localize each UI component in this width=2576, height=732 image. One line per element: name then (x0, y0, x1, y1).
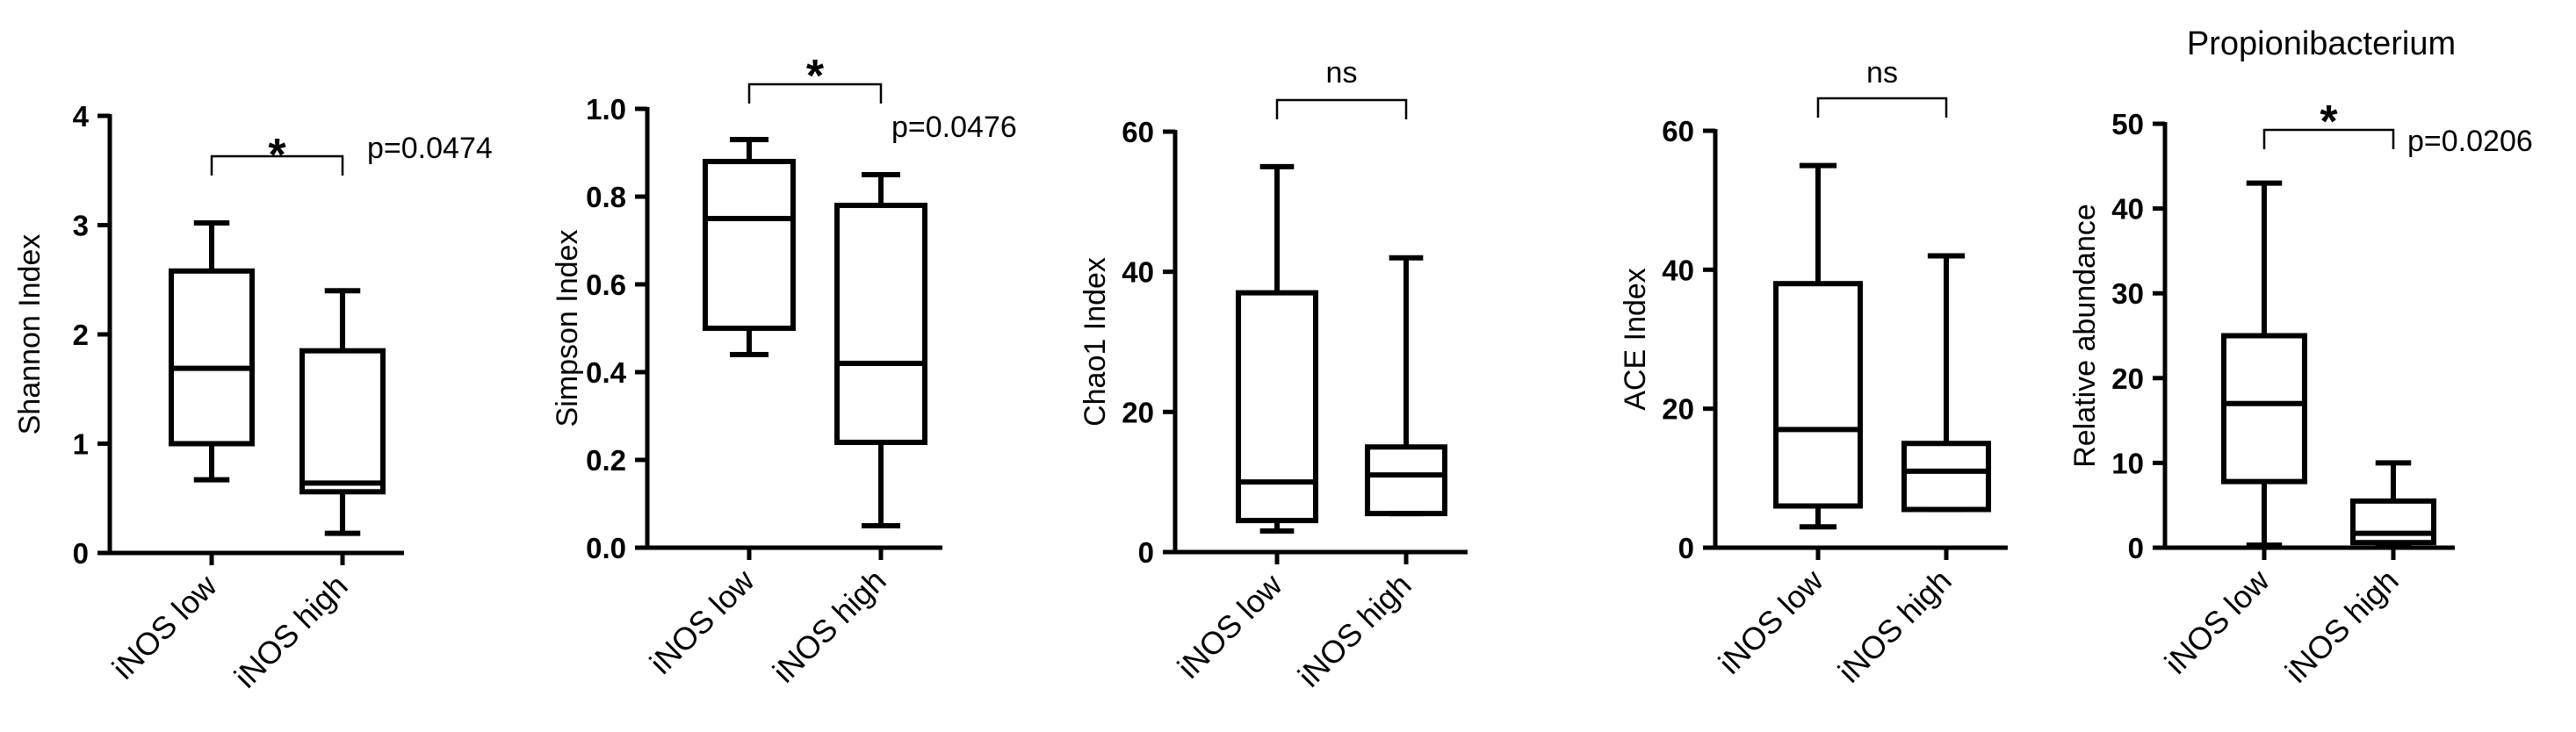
box-inos-low (169, 220, 255, 483)
y-axis-label: Shannon Index (13, 234, 47, 435)
chart-panel-1: 0 1 2 3 4 Shannon Index iNOS low iNOS high * p=0.… (13, 100, 493, 695)
y-tick-label: 0 (73, 537, 89, 570)
y-axis-label: Chao1 Index (1079, 257, 1112, 427)
y-tick-label: 0.4 (586, 356, 627, 389)
p-value-label: p=0.0206 (2407, 125, 2533, 158)
iqr-box (2350, 498, 2436, 546)
y-tick-label: 3 (73, 210, 89, 242)
box-inos-low (2221, 180, 2307, 549)
y-tick-label: 1 (73, 428, 89, 461)
y-tick-label: 20 (1662, 393, 1694, 426)
y-tick-label: 4 (73, 100, 90, 133)
x-tick-label: iNOS low (1171, 566, 1290, 685)
iqr-box (2221, 333, 2307, 484)
y-tick-label: 1.0 (586, 93, 626, 126)
x-tick-label: iNOS high (1291, 567, 1418, 694)
x-tick-label: iNOS low (2158, 562, 2277, 681)
box-inos-low (1236, 163, 1318, 535)
y-axis-label: ACE Index (1619, 268, 1652, 411)
box-inos-high (299, 288, 386, 536)
box-inos-low (703, 137, 796, 357)
y-tick-label: 20 (1122, 396, 1154, 428)
significance-label: ns (1326, 56, 1358, 90)
significance-label: * (268, 130, 286, 181)
p-value-label: p=0.0474 (367, 132, 493, 165)
x-tick-label: iNOS high (227, 568, 355, 695)
box-inos-high (834, 172, 927, 528)
y-tick-label: 20 (2111, 362, 2144, 395)
y-tick-label: 0.2 (586, 444, 626, 477)
y-tick-label: 0.0 (586, 532, 626, 564)
y-tick-label: 40 (1122, 256, 1154, 289)
x-tick-label: iNOS high (1831, 563, 1959, 690)
y-tick-label: 40 (1662, 254, 1694, 286)
y-tick-label: 0 (1138, 536, 1154, 569)
chart-panel-2: 0.0 0.2 0.4 0.6 0.8 1.0 Simpson Index iNOS low i… (551, 51, 1017, 690)
y-tick-label: 60 (1662, 115, 1694, 147)
y-tick-label: 0 (1678, 532, 1694, 564)
y-tick-label: 2 (73, 319, 89, 351)
box-inos-low (1773, 162, 1863, 530)
x-tick-label: iNOS high (766, 563, 893, 690)
significance-bracket (747, 83, 883, 104)
iqr-box (1901, 441, 1991, 513)
chart-panel-3: 0 20 40 60 Chao1 Index iNOS low iNOS high ns (1079, 56, 1468, 694)
significance-bracket (2262, 128, 2395, 149)
y-tick-label: 10 (2111, 447, 2144, 479)
x-tick-label: iNOS low (105, 567, 225, 686)
iqr-box (834, 203, 927, 445)
y-tick-label: 40 (2111, 193, 2144, 226)
x-tick-label: iNOS high (2278, 563, 2406, 690)
y-axis-label: Relative abundance (2068, 204, 2102, 468)
significance-bracket (1816, 97, 1948, 118)
significance-bracket (1275, 98, 1408, 119)
y-tick-label: 0.8 (586, 181, 626, 213)
y-tick-label: 0 (2128, 532, 2144, 564)
iqr-box (1773, 281, 1863, 509)
y-tick-label: 30 (2111, 277, 2144, 310)
x-tick-label: iNOS low (643, 562, 762, 681)
iqr-box (1365, 444, 1447, 517)
box-inos-high (1365, 255, 1447, 517)
y-axis-label: Simpson Index (551, 230, 584, 427)
y-tick-label: 0.6 (586, 269, 626, 301)
chart-panel-4: 0 20 40 60 ACE Index iNOS low iNOS high ns (1619, 56, 2008, 690)
y-tick-label: 50 (2111, 108, 2144, 140)
chart-title: Propionibacterium (2187, 25, 2456, 62)
significance-label: ns (1866, 56, 1898, 90)
box-inos-high (2350, 460, 2436, 549)
iqr-box (169, 268, 255, 447)
significance-label: * (806, 51, 825, 102)
box-inos-high (1901, 253, 1991, 513)
iqr-box (1236, 290, 1318, 524)
significance-label: * (2320, 97, 2338, 147)
iqr-box (299, 348, 386, 495)
significance-bracket (210, 154, 344, 176)
x-tick-label: iNOS low (1712, 562, 1831, 681)
y-tick-label: 60 (1122, 116, 1154, 148)
p-value-label: p=0.0476 (891, 111, 1017, 144)
iqr-box (703, 159, 796, 331)
chart-panel-5: Propionibacterium 0 10 20 30 40 50 Relative abu… (2068, 25, 2533, 690)
